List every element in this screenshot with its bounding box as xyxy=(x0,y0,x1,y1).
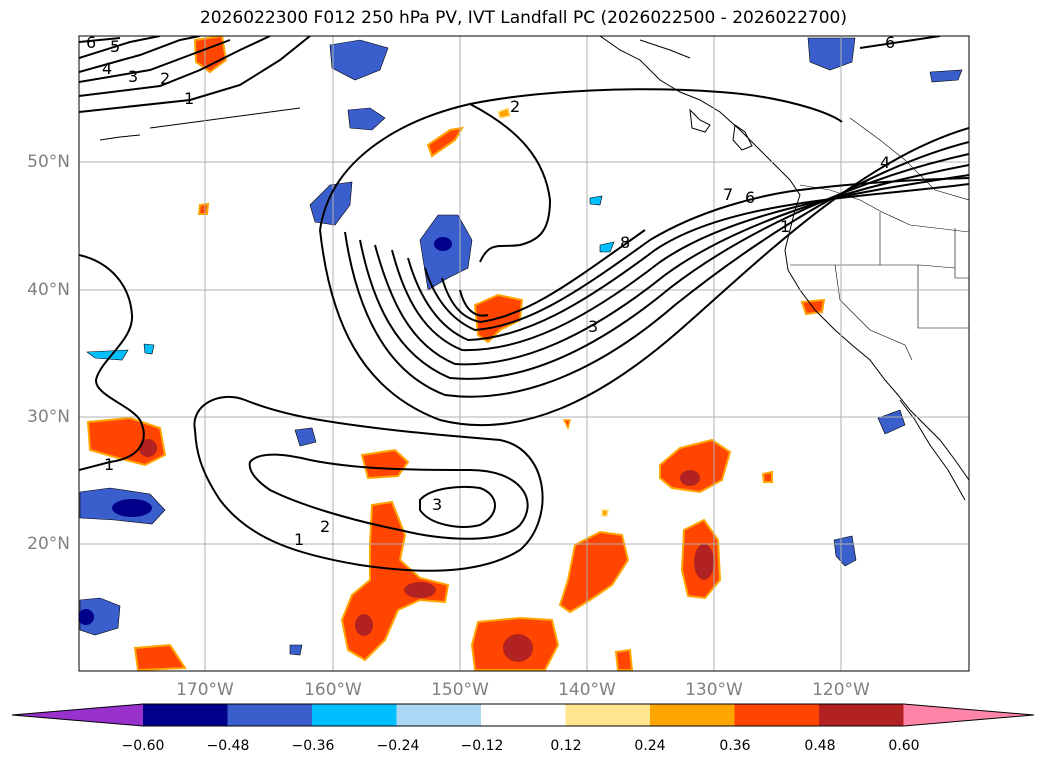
contour-label: 8 xyxy=(620,233,630,252)
lat-label: 40°N xyxy=(27,280,70,300)
contour-label: 2 xyxy=(320,517,330,536)
colorbar-outline xyxy=(11,703,1035,727)
colorbar-tick-label: −0.36 xyxy=(291,738,335,754)
colorbar-tick-label: 0.24 xyxy=(634,738,666,754)
colorbar-segment xyxy=(143,704,228,726)
colorbar-tick-label: −0.60 xyxy=(121,738,165,754)
contour-label: 6 xyxy=(885,33,895,52)
plot-area xyxy=(79,36,969,671)
colorbar-tick-label: 0.12 xyxy=(550,738,582,754)
lat-label: 20°N xyxy=(27,534,70,554)
contour-label: 2 xyxy=(160,69,170,88)
colorbar-segment xyxy=(650,704,735,726)
contour-label: 6 xyxy=(86,33,96,52)
colorbar-tick-label: 0.48 xyxy=(804,738,836,754)
colorbar-tick-label: −0.48 xyxy=(206,738,250,754)
gridlines xyxy=(79,36,969,671)
colorbar-tick-label: 0.36 xyxy=(719,738,751,754)
colorbar-segment xyxy=(481,704,566,726)
contour-label: 7 xyxy=(723,185,733,204)
colorbar-tick-label: −0.12 xyxy=(460,738,504,754)
colorbar-segment xyxy=(396,704,482,726)
contour-labels: 6 5 4 3 2 1 2 7 6 4 1 8 3 1 2 3 1 6 xyxy=(86,33,895,549)
contour-label: 4 xyxy=(102,59,112,78)
contour-label: 3 xyxy=(432,495,442,514)
contour-label: 1 xyxy=(780,217,790,236)
lon-label: 170°W xyxy=(176,680,234,700)
contour-label: 2 xyxy=(510,97,520,116)
colorbar-segment xyxy=(734,704,820,726)
lon-label: 140°W xyxy=(558,680,616,700)
colorbar-segment xyxy=(227,704,313,726)
ivt-contours xyxy=(79,36,969,572)
contour-label: 1 xyxy=(184,89,194,108)
colorbar-tick-label: −0.24 xyxy=(376,738,420,754)
lat-label: 30°N xyxy=(27,407,70,427)
lon-label: 130°W xyxy=(685,680,743,700)
plot-frame xyxy=(78,35,970,672)
map-title: 2026022300 F012 250 hPa PV, IVT Landfall… xyxy=(199,8,847,28)
colorbar-segment xyxy=(312,704,397,726)
lon-label: 150°W xyxy=(431,680,489,700)
colorbar-tick-label: 0.60 xyxy=(888,738,920,754)
contour-label: 3 xyxy=(588,317,598,336)
contour-label: 1 xyxy=(104,455,114,474)
lon-label: 160°W xyxy=(304,680,362,700)
colorbar-segment xyxy=(565,704,651,726)
political-boundaries xyxy=(790,117,969,361)
colorbar-extension-low xyxy=(12,704,143,726)
colorbar-segment xyxy=(819,704,904,726)
colorbar-extension-high xyxy=(903,704,1034,726)
contour-label: 4 xyxy=(880,153,890,172)
lon-label: 120°W xyxy=(812,680,870,700)
colorbar xyxy=(11,703,1035,727)
pv-negative-anomalies xyxy=(79,37,963,656)
contour-label: 1 xyxy=(294,530,304,549)
contour-label: 6 xyxy=(745,188,755,207)
pv-positive-anomalies xyxy=(86,36,826,671)
coastlines xyxy=(99,36,969,501)
lat-label: 50°N xyxy=(27,152,70,172)
contour-label: 3 xyxy=(128,67,138,86)
contour-label: 5 xyxy=(110,37,120,56)
